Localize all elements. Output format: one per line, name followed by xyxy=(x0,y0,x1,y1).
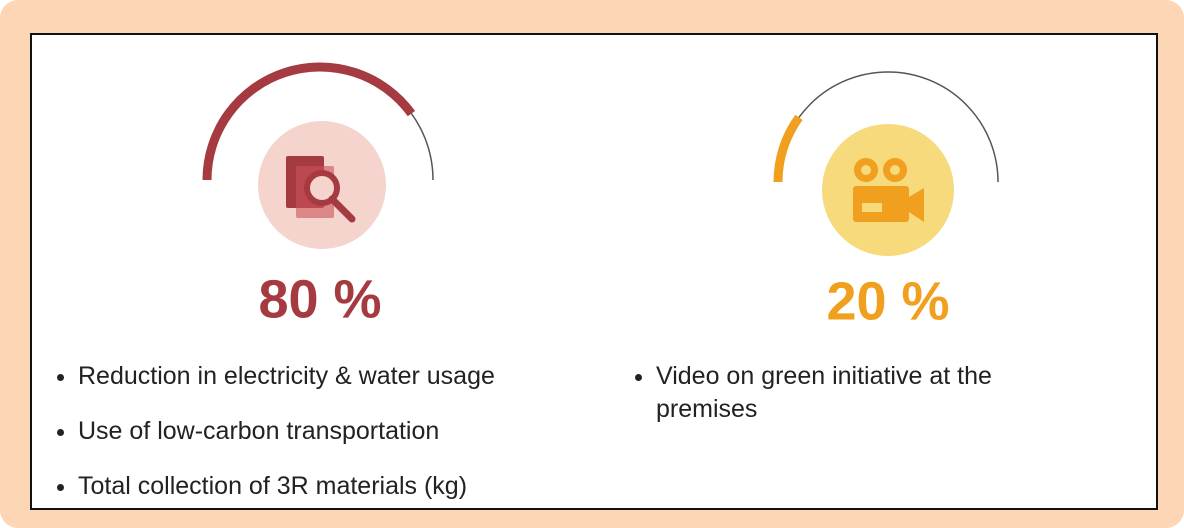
percentage-label: 80 % xyxy=(258,269,381,329)
bullet-list: Reduction in electricity & water usage Us… xyxy=(52,360,638,525)
percentage-label: 20 % xyxy=(826,271,949,331)
bullet-item: Reduction in electricity & water usage xyxy=(78,360,638,393)
bullet-list: Video on green initiative at the premise… xyxy=(630,360,1086,448)
video-camera-icon xyxy=(853,158,924,222)
gauge-value-arc xyxy=(773,114,803,183)
bullet-item: Use of low-carbon transportation xyxy=(78,415,638,448)
panel-frame xyxy=(30,33,1158,510)
gauge-value-arc xyxy=(202,62,416,181)
bullet-item: Total collection of 3R materials (kg) xyxy=(78,470,638,503)
bullet-item: Video on green initiative at the premise… xyxy=(656,360,1086,426)
document-search-icon xyxy=(286,156,356,223)
